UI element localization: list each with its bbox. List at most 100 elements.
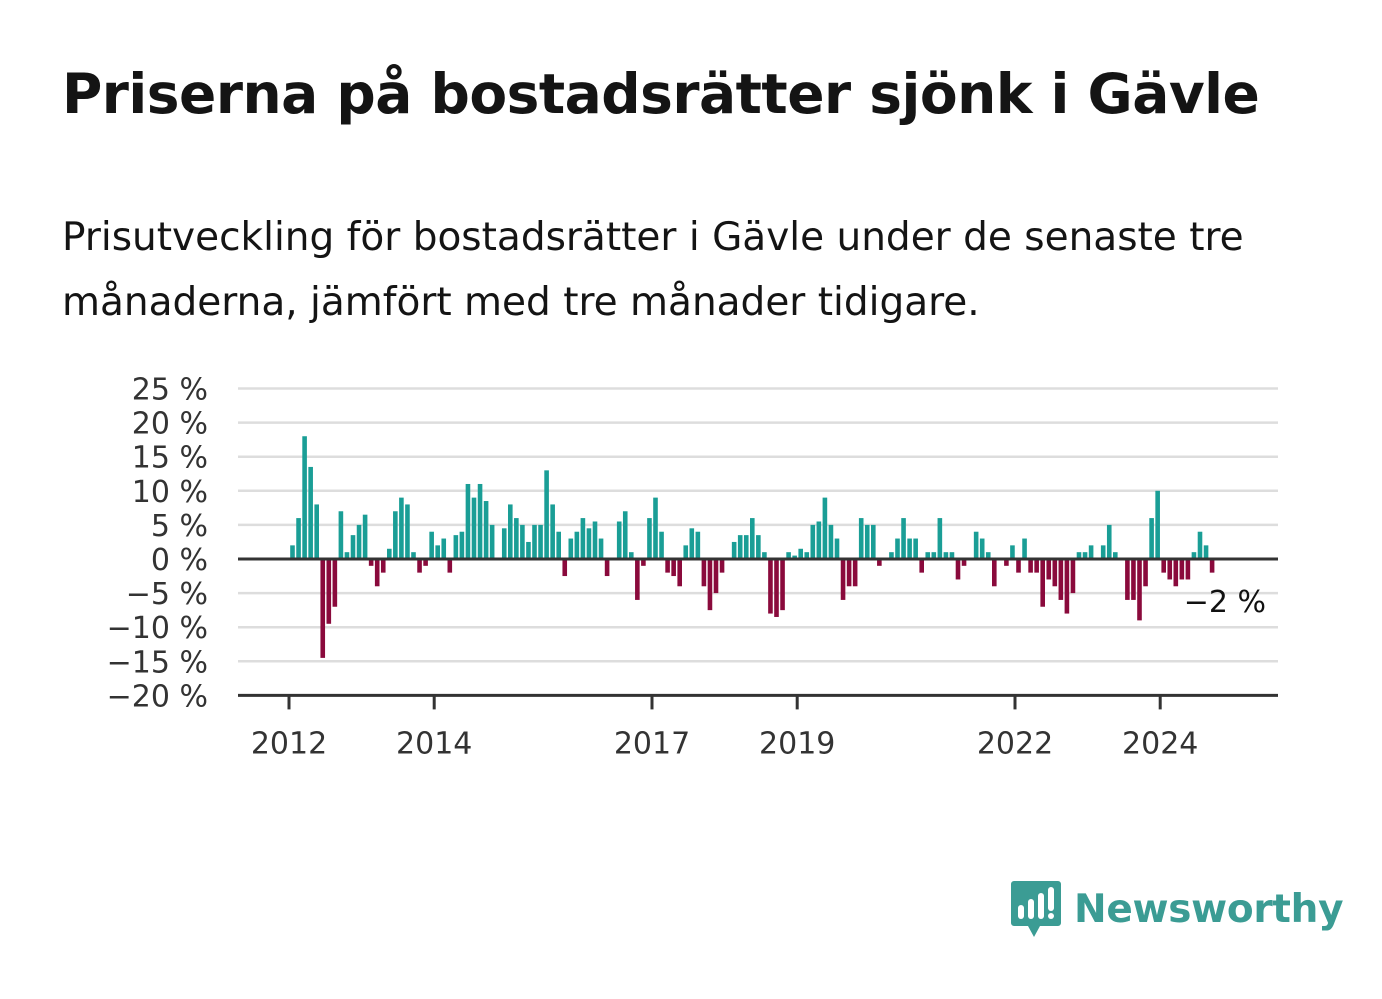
x-tick-label: 2024	[1122, 726, 1198, 761]
bar	[931, 552, 937, 559]
bar	[683, 545, 689, 559]
bar	[1100, 545, 1106, 559]
bar	[925, 552, 931, 559]
bar	[556, 531, 561, 559]
axes	[238, 557, 1278, 697]
bar	[314, 504, 319, 559]
bar	[290, 545, 295, 559]
bar	[889, 552, 894, 559]
bar	[1064, 559, 1070, 614]
bar	[973, 531, 979, 559]
bar	[750, 518, 755, 559]
y-axis-labels: 25 %20 %15 %10 %5 %0 %−5 %−10 %−15 %−20 …	[107, 373, 208, 715]
bar	[1173, 559, 1179, 587]
bar	[786, 552, 791, 559]
bar	[810, 524, 816, 559]
bar	[635, 559, 640, 600]
bar	[1046, 559, 1052, 580]
bar	[296, 518, 301, 559]
bar	[895, 538, 900, 559]
bar	[1197, 531, 1203, 559]
bar	[828, 524, 834, 559]
bar	[374, 559, 380, 587]
bar	[459, 531, 465, 559]
bar	[568, 538, 574, 559]
bar	[423, 559, 428, 566]
y-tick-label: −20 %	[107, 679, 208, 714]
bar	[592, 521, 598, 559]
bar	[1070, 559, 1076, 594]
bar	[913, 538, 918, 559]
bar	[955, 559, 961, 580]
bar	[380, 559, 386, 573]
bar	[798, 548, 803, 559]
bar	[1185, 559, 1191, 580]
bar	[852, 559, 858, 587]
y-tick-label: −10 %	[107, 611, 208, 646]
bar	[737, 535, 743, 559]
bar	[671, 559, 676, 577]
bar	[532, 524, 537, 559]
bar	[399, 497, 404, 559]
bar	[362, 514, 368, 559]
bar	[840, 559, 846, 600]
bar	[1209, 559, 1215, 573]
bar	[804, 552, 810, 559]
bar	[435, 545, 440, 559]
bar	[356, 524, 362, 559]
bar	[308, 466, 313, 559]
bar	[508, 504, 513, 559]
bar	[465, 483, 471, 559]
bar	[1149, 518, 1154, 559]
bar	[1143, 559, 1148, 587]
bar	[538, 524, 543, 559]
bar	[616, 521, 622, 559]
x-tick-label: 2022	[977, 726, 1053, 761]
bar	[943, 552, 949, 559]
bar	[1203, 545, 1209, 559]
x-tick-label: 2014	[396, 726, 472, 761]
bar	[985, 552, 991, 559]
bar	[629, 552, 634, 559]
bar	[1131, 559, 1136, 600]
bar	[816, 521, 822, 559]
bar	[604, 559, 610, 577]
bar	[393, 511, 398, 559]
bar	[665, 559, 670, 573]
bar	[701, 559, 707, 587]
bar	[411, 552, 416, 559]
bar	[659, 531, 664, 559]
bar	[338, 511, 344, 559]
bar	[405, 504, 410, 559]
bar	[332, 559, 338, 607]
bar	[979, 538, 985, 559]
bar	[526, 541, 531, 559]
bar	[562, 559, 568, 577]
bar	[1137, 559, 1142, 621]
bar	[520, 524, 525, 559]
newsworthy-logo-icon	[1011, 881, 1061, 937]
newsworthy-logo[interactable]: Newsworthy	[1010, 878, 1344, 940]
bar	[1082, 552, 1088, 559]
bar	[387, 548, 392, 559]
bar	[1028, 559, 1033, 573]
bar	[326, 559, 332, 624]
y-tick-label: 10 %	[132, 475, 208, 510]
bar	[641, 559, 646, 566]
bar	[1179, 559, 1185, 580]
bars	[290, 436, 1215, 658]
bar	[1161, 559, 1166, 573]
bar	[919, 559, 924, 573]
bar	[774, 559, 779, 617]
bar	[792, 555, 797, 559]
bar	[471, 497, 477, 559]
bar	[731, 541, 737, 559]
bar	[901, 518, 906, 559]
bar	[949, 552, 955, 559]
bar	[756, 535, 761, 559]
chart-title: Priserna på bostadsrätter sjönk i Gävle	[62, 62, 1260, 126]
x-tick-label: 2012	[251, 726, 327, 761]
bar	[544, 470, 549, 559]
bar	[417, 559, 422, 573]
bar	[871, 524, 876, 559]
